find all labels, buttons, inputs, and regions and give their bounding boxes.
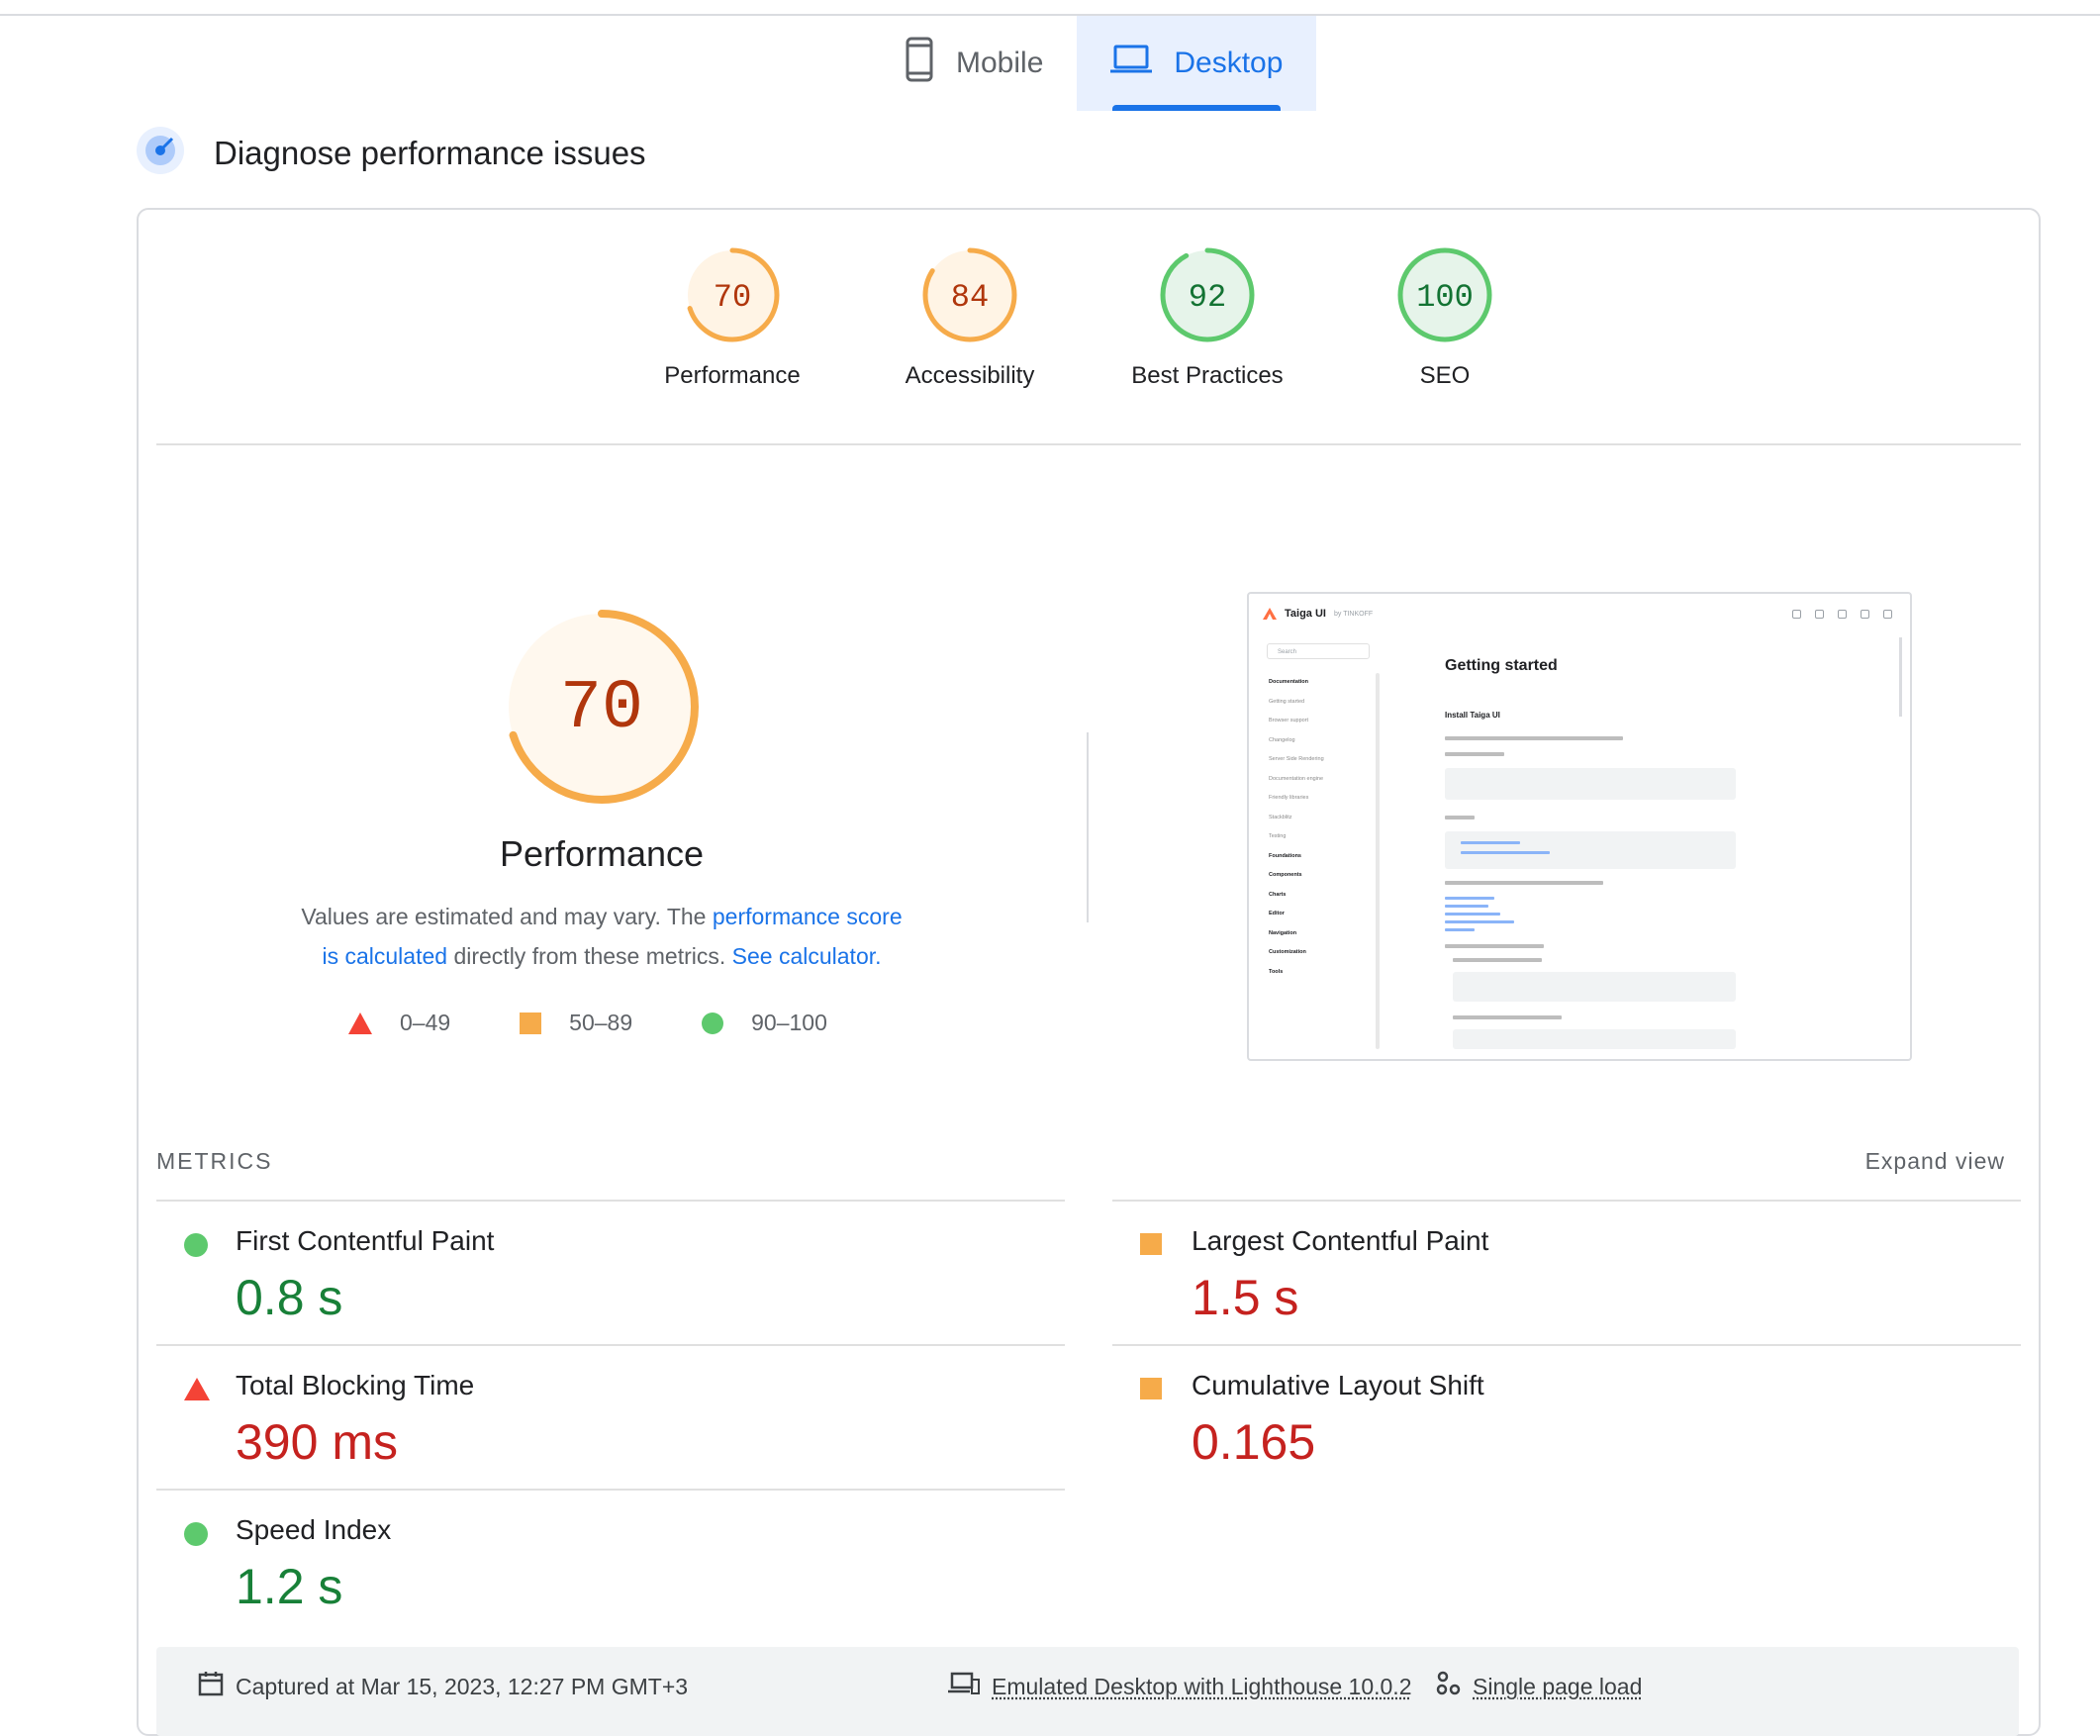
thumb-sidebar-item: Navigation [1263, 924, 1376, 944]
tab-mobile-label: Mobile [956, 47, 1043, 80]
performance-description: Values are estimated and may vary. The p… [297, 897, 907, 976]
single-page-load[interactable]: Single page load [1435, 1647, 1642, 1726]
metric-value: 390 ms [236, 1413, 398, 1471]
gauge-label: Accessibility [906, 362, 1035, 390]
performance-score-large: 70 [560, 670, 643, 748]
runtime-settings-bar: Captured at Mar 15, 2023, 12:27 PM GMT+3… [156, 1647, 2019, 1736]
thumb-sidebar-item: Testing [1263, 827, 1376, 847]
metric-largest-contentful-paint: Largest Contentful Paint 1.5 s [1112, 1202, 2021, 1346]
metric-value: 0.165 [1192, 1413, 1315, 1471]
gauge-accessibility[interactable]: 84 Accessibility [851, 245, 1089, 390]
device-tabs: Mobile Desktop [871, 16, 1316, 111]
category-gauges: 70 Performance 84 Accessibility 92 Best Pract… [139, 245, 2039, 390]
tab-mobile[interactable]: Mobile [871, 16, 1077, 111]
performance-title: Performance [139, 833, 1065, 875]
gauge-score: 84 [951, 279, 989, 316]
thumb-sidebar-item: Changelog [1263, 731, 1376, 751]
legend-average: 50–89 [520, 1010, 632, 1036]
pass-circle-icon [184, 1522, 208, 1551]
report-card: 70 Performance 84 Accessibility 92 Best Pract… [137, 208, 2041, 1736]
summary-divider [1087, 732, 1089, 922]
metric-cumulative-layout-shift: Cumulative Layout Shift 0.165 [1112, 1346, 2021, 1491]
gauge-label: Performance [664, 362, 800, 390]
smartphone-icon [905, 37, 934, 90]
page-screenshot-thumbnail[interactable]: Taiga UI by TINKOFF Search Documentation G… [1247, 592, 1912, 1061]
legend-fail: 0–49 [348, 1010, 450, 1036]
tab-desktop-label: Desktop [1174, 47, 1283, 80]
performance-gauge-large: 70 [501, 606, 703, 813]
captured-at: Captured at Mar 15, 2023, 12:27 PM GMT+3 [198, 1647, 688, 1726]
fail-triangle-icon [184, 1378, 210, 1406]
thumb-sidebar-item: Customization [1263, 943, 1376, 963]
circle-icon [702, 1013, 723, 1034]
thumb-sidebar-item: Stackblitz [1263, 809, 1376, 828]
gauge-label: Best Practices [1131, 362, 1283, 390]
gauge-score: 92 [1189, 279, 1226, 316]
average-square-icon [1140, 1378, 1164, 1406]
gauge-seo[interactable]: 100 SEO [1326, 245, 1564, 390]
metric-total-blocking-time: Total Blocking Time 390 ms [156, 1346, 1065, 1491]
lighthouse-icon [137, 127, 184, 179]
taiga-logo-icon [1263, 608, 1277, 620]
thumb-sidebar-item: Getting started [1263, 693, 1376, 713]
section-title: Diagnose performance issues [214, 135, 646, 172]
thumb-sidebar-item: Browser support [1263, 712, 1376, 731]
thumb-content: Getting started Install Taiga UI [1445, 657, 1841, 675]
average-square-icon [1140, 1233, 1164, 1262]
metric-first-contentful-paint: First Contentful Paint 0.8 s [156, 1202, 1065, 1346]
metrics-heading: METRICS [156, 1148, 273, 1175]
thumb-sidebar-item: Documentation engine [1263, 770, 1376, 790]
laptop-icon [1110, 45, 1152, 82]
thumb-sidebar-item: Server Side Rendering [1263, 750, 1376, 770]
square-icon [520, 1013, 541, 1034]
gauge-best-practices[interactable]: 92 Best Practices [1089, 245, 1326, 390]
gauge-performance[interactable]: 70 Performance [614, 245, 851, 390]
expand-view-toggle[interactable]: Expand view [1865, 1148, 2005, 1175]
calendar-icon [198, 1671, 224, 1702]
user-flow-icon [1435, 1671, 1461, 1702]
thumb-sidebar-item: Tools [1263, 963, 1376, 983]
thumb-search: Search [1267, 643, 1370, 659]
gauges-divider [156, 443, 2021, 445]
thumb-sidebar-item: Components [1263, 866, 1376, 886]
thumb-sidebar: Documentation Getting started Browser supp… [1263, 673, 1376, 1049]
thumb-heading: Getting started [1445, 657, 1841, 675]
thumb-sidebar-item: Charts [1263, 886, 1376, 906]
thumb-sidebar-item: Foundations [1263, 847, 1376, 867]
gauge-score: 100 [1416, 279, 1474, 316]
tab-desktop[interactable]: Desktop [1077, 16, 1316, 111]
thumb-sidebar-item: Documentation [1263, 673, 1376, 693]
devices-icon [948, 1672, 980, 1701]
metric-value: 1.5 s [1192, 1269, 1298, 1326]
section-header: Diagnose performance issues [137, 127, 646, 179]
see-calculator-link[interactable]: See calculator. [732, 943, 882, 969]
metric-value: 1.2 s [236, 1558, 342, 1615]
thumb-sidebar-item: Friendly libraries [1263, 789, 1376, 809]
thumb-subheading: Install Taiga UI [1445, 711, 1500, 720]
thumb-right-scrollbar [1899, 637, 1902, 717]
gauge-score: 70 [714, 279, 751, 316]
thumb-scrollbar [1376, 673, 1380, 1049]
triangle-icon [348, 1013, 372, 1034]
legend-pass: 90–100 [702, 1010, 827, 1036]
thumb-sidebar-item: Editor [1263, 905, 1376, 924]
score-legend: 0–49 50–89 90–100 [348, 1010, 827, 1036]
thumb-toolbar-icons [1792, 610, 1892, 619]
pass-circle-icon [184, 1233, 208, 1262]
metric-speed-index: Speed Index 1.2 s [156, 1491, 1065, 1635]
metric-value: 0.8 s [236, 1269, 342, 1326]
thumb-brand: Taiga UI by TINKOFF [1263, 608, 1373, 620]
gauge-label: SEO [1420, 362, 1471, 390]
emulated-device[interactable]: Emulated Desktop with Lighthouse 10.0.2 [948, 1647, 1412, 1726]
